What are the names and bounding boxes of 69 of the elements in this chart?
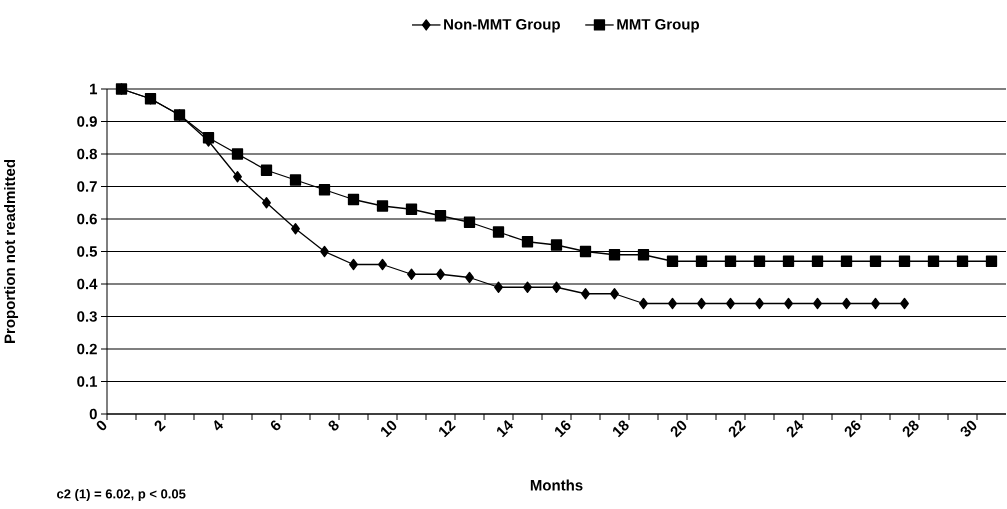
y-axis-title: Proportion not readmitted	[4, 160, 19, 343]
point	[233, 171, 242, 183]
point	[407, 268, 416, 280]
x-tick-label: 4	[214, 419, 224, 431]
point	[463, 216, 476, 228]
y-tick-label: 1	[90, 83, 98, 95]
point	[376, 200, 389, 212]
x-tick-label: 8	[328, 420, 339, 431]
x-axis-title: Months	[530, 479, 583, 491]
x-tick-label: 28	[902, 420, 919, 438]
point	[523, 281, 532, 293]
y-tick-label: 0.3	[77, 311, 97, 322]
y-tick-label: 0.6	[77, 213, 97, 225]
point	[610, 288, 619, 300]
x-tick-label: 20	[670, 420, 687, 438]
point	[405, 203, 418, 215]
point	[260, 164, 273, 176]
point	[434, 210, 447, 222]
legend-label: MMT Group	[617, 18, 700, 33]
x-tick-label: 18	[612, 420, 629, 438]
point	[581, 288, 590, 300]
point	[753, 255, 766, 267]
y-tick-label: 0.1	[77, 376, 98, 387]
x-tick-label: 16	[554, 420, 571, 438]
legend-label: Non-MMT Group	[444, 18, 560, 33]
point	[695, 255, 708, 267]
x-tick-label: 30	[960, 420, 977, 437]
x-tick-label: 14	[496, 419, 514, 438]
y-tick-label: 0.2	[77, 343, 97, 355]
point	[637, 249, 650, 261]
point	[318, 184, 331, 196]
point	[494, 281, 503, 293]
x-tick-label: 24	[786, 419, 804, 438]
x-tick-label: 26	[844, 420, 861, 438]
y-tick-label: 0	[89, 408, 97, 420]
x-tick-label: 6	[270, 420, 281, 431]
point	[927, 255, 940, 267]
y-tick-label: 0.8	[77, 148, 97, 160]
x-tick-label: 22	[728, 420, 746, 438]
point	[579, 245, 592, 258]
point	[347, 193, 360, 206]
point	[782, 255, 795, 267]
y-tick-label: 0.5	[77, 246, 98, 257]
point	[956, 255, 969, 267]
point	[291, 223, 300, 235]
y-tick-label: 0.4	[77, 278, 98, 290]
point	[231, 148, 244, 160]
point	[521, 236, 534, 248]
point	[811, 255, 824, 267]
y-tick-label: 0.7	[77, 181, 97, 192]
x-tick-label: 2	[154, 420, 166, 432]
point	[289, 174, 302, 186]
point	[552, 281, 561, 293]
x-tick-label: 10	[380, 420, 397, 438]
point	[898, 255, 911, 267]
point	[724, 255, 737, 267]
point	[666, 255, 679, 267]
point	[262, 197, 271, 209]
x-tick-label: 12	[439, 420, 456, 438]
point	[608, 249, 621, 261]
point	[985, 255, 998, 267]
x-tick-label: 0	[96, 420, 107, 431]
point	[840, 255, 853, 267]
y-tick-label: 0.9	[77, 116, 97, 127]
point	[869, 255, 882, 267]
point	[492, 226, 505, 238]
text: c2 (1) = 6.02, p < 0.05	[57, 488, 186, 502]
point	[436, 268, 445, 280]
point	[550, 239, 563, 251]
